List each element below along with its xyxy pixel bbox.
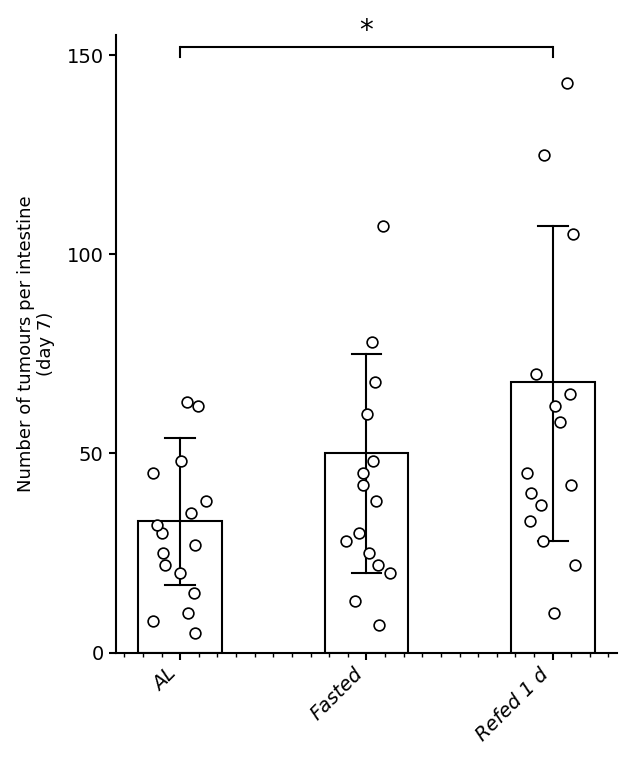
Point	[190, 626, 200, 638]
Point	[567, 228, 578, 240]
Point	[531, 368, 541, 380]
Point	[190, 539, 200, 551]
Point	[350, 595, 360, 607]
Point	[157, 527, 167, 540]
Point	[368, 455, 378, 467]
Point	[536, 499, 547, 511]
Point	[160, 559, 170, 571]
Bar	[325, 454, 408, 653]
Point	[148, 615, 158, 627]
Bar	[511, 382, 595, 653]
Point	[571, 559, 581, 571]
Point	[525, 515, 535, 527]
Point	[555, 416, 565, 428]
Point	[189, 587, 199, 599]
Point	[550, 400, 560, 412]
Point	[186, 507, 196, 519]
Point	[378, 221, 389, 233]
Point	[193, 400, 203, 412]
Point	[183, 607, 193, 619]
Point	[200, 495, 210, 508]
Point	[538, 535, 548, 547]
Y-axis label: Number of tumours per intestine
(day 7): Number of tumours per intestine (day 7)	[16, 196, 55, 492]
Point	[175, 567, 185, 579]
Point	[176, 455, 186, 467]
Point	[371, 495, 381, 508]
Point	[152, 519, 162, 531]
Point	[549, 607, 559, 619]
Point	[358, 479, 368, 492]
Point	[364, 547, 374, 559]
Point	[158, 547, 169, 559]
Point	[566, 479, 576, 492]
Point	[385, 567, 395, 579]
Point	[562, 77, 572, 89]
Point	[522, 467, 533, 479]
Point	[367, 336, 377, 348]
Point	[341, 535, 351, 547]
Point	[566, 387, 576, 400]
Text: *: *	[359, 18, 373, 45]
Point	[354, 527, 365, 540]
Point	[526, 487, 536, 499]
Point	[181, 396, 191, 408]
Point	[358, 467, 368, 479]
Point	[370, 376, 380, 388]
Bar	[138, 521, 222, 653]
Point	[362, 408, 372, 420]
Point	[148, 467, 158, 479]
Point	[373, 619, 384, 631]
Point	[540, 148, 550, 161]
Point	[373, 559, 384, 571]
